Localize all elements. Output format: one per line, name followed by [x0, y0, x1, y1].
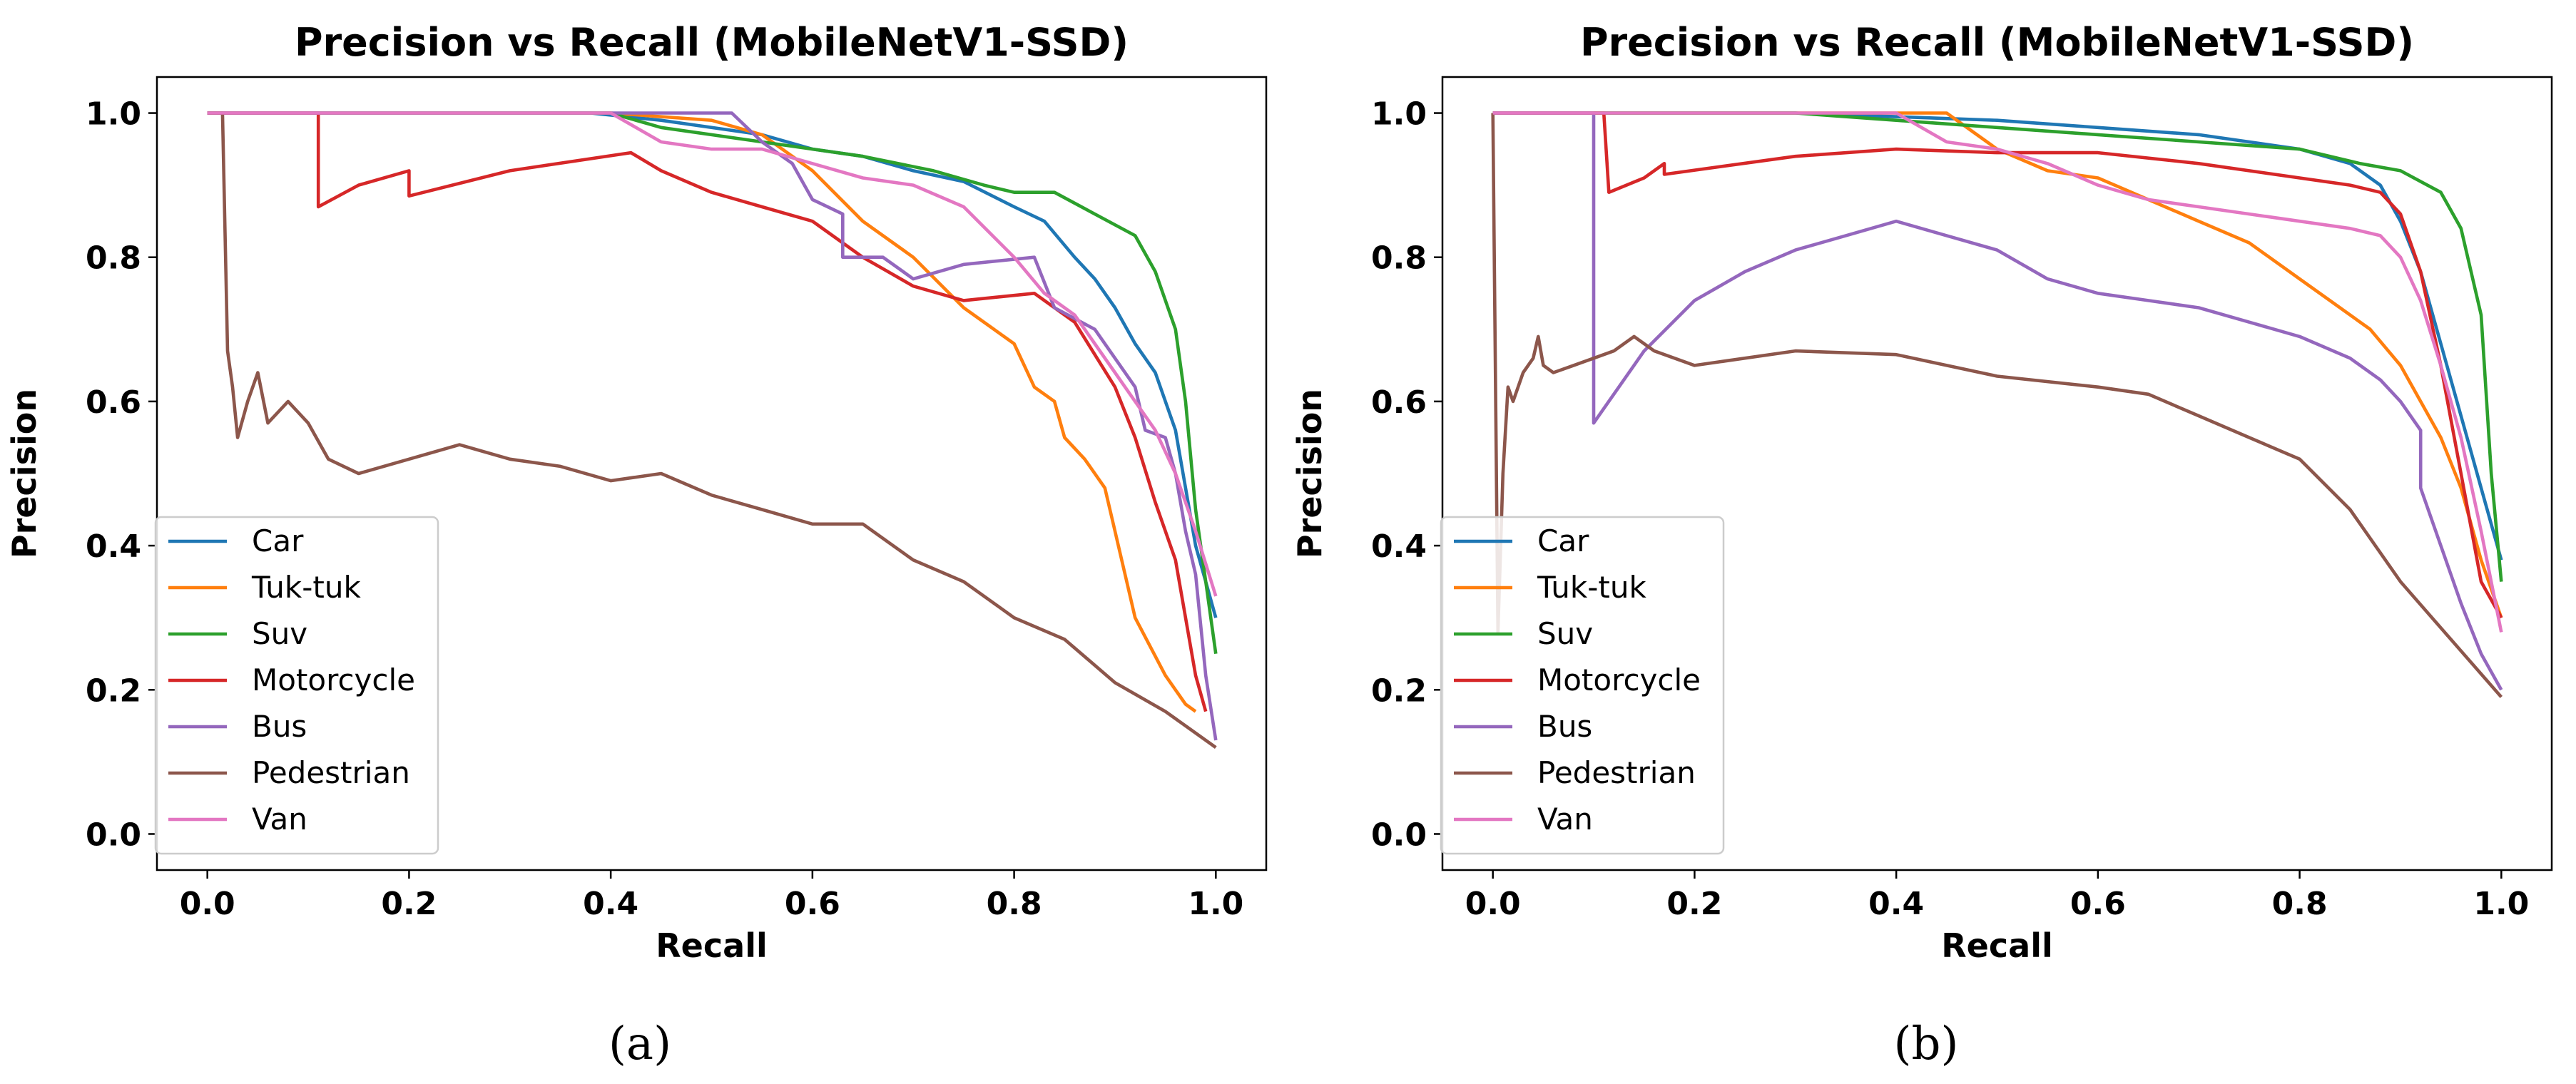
series-line-tuk-tuk — [1492, 111, 2503, 618]
y-axis-label: Precision — [5, 389, 44, 558]
x-tick-label: 0.8 — [2272, 886, 2328, 922]
series-line-motorcycle — [207, 111, 1208, 712]
legend-label-van: Van — [1537, 802, 1593, 837]
legend-label-bus: Bus — [1537, 709, 1592, 744]
legend: Car Tuk-tuk Suv Motorcycle Bus Pedestrian Van — [154, 516, 439, 855]
legend-label-suv: Suv — [252, 616, 307, 651]
y-tick-label: 0.4 — [86, 528, 141, 565]
chart-title: Precision vs Recall (MobileNetV1-SSD) — [295, 20, 1129, 65]
legend-label-car: Car — [252, 523, 304, 558]
legend-label-car: Car — [1537, 523, 1589, 558]
legend-box — [154, 516, 439, 855]
legend-label-tuk-tuk: Tuk-tuk — [1537, 570, 1646, 605]
x-tick-label: 0.4 — [583, 886, 638, 922]
x-tick-label: 0.2 — [1666, 886, 1722, 922]
legend-label-tuk-tuk: Tuk-tuk — [251, 570, 361, 605]
series-line-tuk-tuk — [207, 111, 1197, 713]
x-tick-label: 1.0 — [2473, 886, 2529, 922]
x-tick-label: 0.6 — [2070, 886, 2126, 922]
series-line-van — [1492, 111, 2503, 633]
y-tick-label: 1.0 — [86, 96, 141, 133]
y-tick-label: 0.8 — [1371, 240, 1427, 277]
series-line-suv — [207, 111, 1218, 655]
legend-label-van: Van — [252, 802, 307, 837]
y-tick-label: 0.6 — [1371, 384, 1427, 421]
y-tick-label: 0.2 — [86, 673, 141, 709]
panel-caption: (a) — [609, 1018, 671, 1070]
x-tick-label: 0.0 — [180, 886, 235, 922]
y-tick-label: 1.0 — [1371, 96, 1427, 133]
x-tick-label: 0.4 — [1868, 886, 1924, 922]
panel-caption: (b) — [1894, 1018, 1959, 1070]
plot-frame — [1441, 76, 2553, 871]
series-line-pedestrian — [1491, 113, 2503, 698]
chart-panel-a: 0.0 0.2 0.4 0.6 0.8 1.0 0.0 0.2 0.4 0.6 0.8 1.0 Prec… — [5, 20, 1268, 1070]
chart-panel-b: 0.0 0.2 0.4 0.6 0.8 1.0 0.0 0.2 0.4 0.6 0.8 1.0 Prec… — [1290, 20, 2553, 1070]
x-tick-label: 0.6 — [785, 886, 840, 922]
y-tick-label: 0.4 — [1371, 528, 1427, 565]
series-group — [1491, 111, 2503, 698]
series-line-van — [207, 111, 1218, 597]
y-tick-label: 0.2 — [1371, 673, 1427, 709]
x-tick-label: 0.2 — [381, 886, 437, 922]
y-tick-label: 0.8 — [86, 240, 141, 277]
y-tick-label: 0.0 — [86, 817, 141, 853]
chart-title: Precision vs Recall (MobileNetV1-SSD) — [1580, 20, 2414, 65]
x-tick-label: 0.8 — [987, 886, 1042, 922]
series-line-car — [1492, 111, 2503, 561]
y-tick-label: 0.0 — [1371, 817, 1427, 853]
legend-label-bus: Bus — [252, 709, 307, 744]
y-axis-label: Precision — [1290, 389, 1329, 558]
series-group — [207, 111, 1218, 749]
legend-label-pedestrian: Pedestrian — [1537, 755, 1696, 790]
legend-box — [1440, 516, 1725, 855]
x-tick-label: 1.0 — [1188, 886, 1243, 922]
y-tick-label: 0.6 — [86, 384, 141, 421]
x-tick-label: 0.0 — [1465, 886, 1521, 922]
legend-label-pedestrian: Pedestrian — [252, 755, 410, 790]
legend: Car Tuk-tuk Suv Motorcycle Bus Pedestrian Van — [1440, 516, 1725, 855]
series-line-bus — [207, 111, 1218, 741]
plot-frame — [156, 76, 1268, 871]
series-line-car — [207, 111, 1218, 618]
legend-label-suv: Suv — [1537, 616, 1593, 651]
x-axis-label: Recall — [656, 926, 767, 965]
series-line-pedestrian — [207, 111, 1217, 749]
x-axis-label: Recall — [1941, 926, 2052, 965]
legend-label-motorcycle: Motorcycle — [252, 663, 415, 697]
legend-label-motorcycle: Motorcycle — [1537, 663, 1701, 697]
series-line-bus — [1492, 111, 2503, 691]
